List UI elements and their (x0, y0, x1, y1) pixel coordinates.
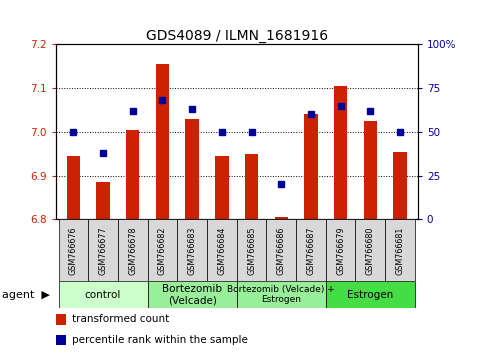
Text: GSM766682: GSM766682 (158, 226, 167, 275)
Bar (237, 281, 326, 308)
Bar (274, 217, 288, 219)
Text: Bortezomib (Velcade) +
Estrogen: Bortezomib (Velcade) + Estrogen (227, 285, 335, 304)
Text: Bortezomib
(Velcade): Bortezomib (Velcade) (162, 284, 222, 306)
Bar (97, 182, 110, 219)
Text: Estrogen: Estrogen (347, 290, 394, 300)
Bar (393, 152, 407, 219)
Bar (326, 281, 415, 308)
Bar (296, 219, 326, 281)
Text: GSM766679: GSM766679 (336, 226, 345, 275)
Bar (207, 219, 237, 281)
Bar (334, 86, 347, 219)
Bar (355, 219, 385, 281)
Bar (118, 219, 148, 281)
Text: GSM766681: GSM766681 (396, 226, 404, 275)
Bar (126, 130, 140, 219)
Text: control: control (85, 290, 121, 300)
Bar (58, 219, 88, 281)
Title: GDS4089 / ILMN_1681916: GDS4089 / ILMN_1681916 (145, 29, 328, 43)
Text: agent  ▶: agent ▶ (2, 290, 50, 300)
Bar (245, 154, 258, 219)
Text: transformed count: transformed count (72, 314, 169, 324)
Bar (364, 121, 377, 219)
Text: GSM766684: GSM766684 (217, 226, 227, 275)
Text: GSM766686: GSM766686 (277, 226, 286, 275)
Bar (88, 219, 118, 281)
Text: GSM766680: GSM766680 (366, 226, 375, 275)
Bar (215, 156, 228, 219)
Bar (326, 219, 355, 281)
Bar (266, 219, 296, 281)
Bar (237, 219, 266, 281)
Bar (148, 219, 177, 281)
Text: GSM766683: GSM766683 (187, 226, 197, 275)
Bar (177, 219, 207, 281)
Text: GSM766678: GSM766678 (128, 226, 137, 275)
Text: GSM766676: GSM766676 (69, 226, 78, 275)
Bar (304, 114, 318, 219)
Text: percentile rank within the sample: percentile rank within the sample (72, 335, 248, 345)
Bar (56, 314, 67, 325)
Bar (156, 64, 169, 219)
Bar (58, 281, 148, 308)
Bar (148, 281, 237, 308)
Text: GSM766687: GSM766687 (306, 226, 315, 275)
Bar (185, 119, 199, 219)
Text: GSM766685: GSM766685 (247, 226, 256, 275)
Bar (385, 219, 415, 281)
Bar (67, 156, 80, 219)
Bar (56, 335, 67, 345)
Text: GSM766677: GSM766677 (99, 226, 108, 275)
